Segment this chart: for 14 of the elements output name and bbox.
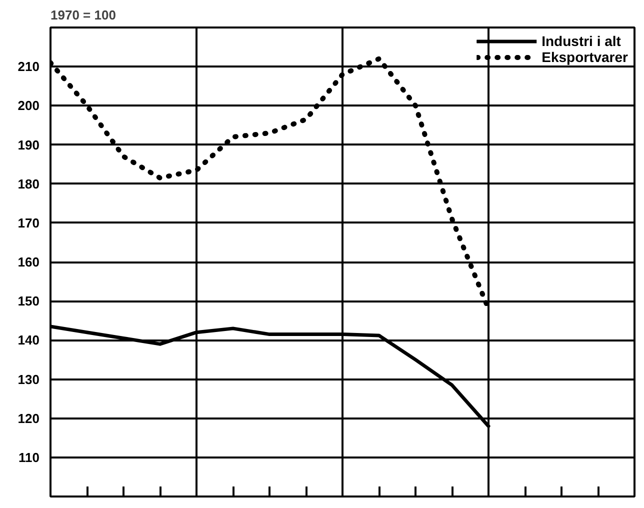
y-tick-label: 160 [18,254,40,270]
y-tick-label: 170 [18,215,40,230]
legend-label: Eksportvarer [542,49,628,65]
y-tick-label: 150 [18,294,40,309]
y-axis-title: 1970 = 100 [50,8,116,22]
y-tick-label: 180 [18,176,40,192]
y-tick-label: 130 [18,372,40,387]
y-tick-label: 200 [18,98,40,114]
y-tick-label: 110 [18,450,40,465]
y-tick-label: 120 [18,410,40,426]
y-tick-label: 210 [18,59,40,74]
y-tick-label: 190 [18,137,40,152]
legend-label: Industri i alt [542,33,621,49]
y-tick-label: 140 [18,332,40,348]
